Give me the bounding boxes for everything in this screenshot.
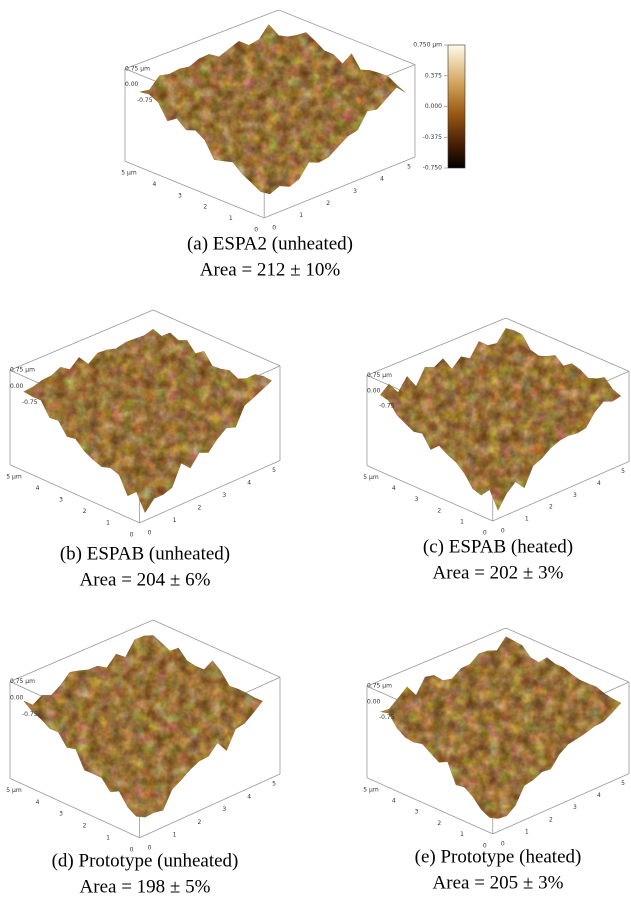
x-label: 1	[299, 212, 303, 219]
x-label: 2	[197, 819, 201, 826]
caption: (a) ESPA2 (unheated)	[187, 233, 353, 254]
surface	[24, 635, 272, 817]
x-label: 2	[326, 200, 330, 207]
x-label: 1	[525, 516, 529, 523]
y-label: 0	[130, 531, 134, 538]
x-label: 0	[148, 529, 152, 536]
y-label: 2	[203, 204, 207, 211]
x-label: 0	[272, 224, 276, 231]
x-label: 1	[173, 832, 177, 839]
z-label: 0.00	[367, 387, 381, 394]
z-label: 0.75 µm	[10, 367, 35, 374]
x-label: 3	[353, 188, 357, 195]
x-label: 5	[407, 164, 411, 171]
y-label: 1	[460, 518, 464, 525]
y-label: 5 µm	[6, 787, 22, 794]
y-label: 4	[392, 797, 396, 804]
y-label: 2	[83, 508, 87, 515]
surface	[140, 24, 407, 194]
x-label: 4	[380, 176, 384, 183]
x-label: 3	[573, 492, 577, 499]
z-label: 0.75 µm	[367, 372, 392, 379]
x-label: 1	[525, 828, 529, 835]
y-label: 2	[437, 507, 441, 514]
x-label: 2	[549, 504, 553, 511]
y-label: 4	[36, 485, 40, 492]
z-label: 0.75 µm	[125, 65, 150, 72]
surface	[380, 636, 621, 818]
y-label: 3	[59, 497, 63, 504]
y-label: 3	[415, 496, 419, 503]
x-label: 4	[597, 480, 601, 487]
y-label: 1	[460, 831, 464, 838]
z-label: -0.75	[379, 714, 395, 721]
z-label: -0.75	[22, 711, 38, 718]
y-label: 3	[415, 809, 419, 816]
x-label: 5	[621, 780, 625, 787]
surface	[380, 328, 621, 510]
z-label: 0.75 µm	[367, 683, 392, 690]
y-label: 2	[83, 823, 87, 830]
caption: (b) ESPAB (unheated)	[60, 543, 230, 564]
figure: 0.750 µm0.3750.000-0.375-0.7500.75 µm0.0…	[0, 0, 631, 903]
caption: (d) Prototype (unheated)	[52, 850, 239, 871]
y-label: 5 µm	[6, 473, 22, 480]
x-label: 5	[272, 467, 276, 474]
colorbar-label: 0.000	[425, 103, 442, 110]
x-label: 3	[573, 804, 577, 811]
x-label: 5	[272, 781, 276, 788]
x-label: 0	[501, 527, 505, 534]
x-label: 1	[173, 517, 177, 524]
y-label: 1	[106, 834, 110, 841]
z-label: -0.75	[22, 399, 38, 406]
z-label: 0.00	[10, 695, 24, 702]
z-label: 0.75 µm	[10, 678, 35, 685]
z-label: 0.00	[367, 698, 381, 705]
x-label: 3	[222, 492, 226, 499]
y-label: 1	[229, 215, 233, 222]
x-label: 3	[222, 806, 226, 813]
colorbar-label: 0.750 µm	[413, 42, 442, 49]
y-label: 1	[106, 520, 110, 527]
area: Area = 212 ± 10%	[200, 259, 341, 280]
area: Area = 198 ± 5%	[80, 876, 211, 897]
y-label: 4	[392, 485, 396, 492]
caption: (c) ESPAB (heated)	[423, 536, 573, 557]
x-label: 4	[597, 792, 601, 799]
y-label: 5 µm	[363, 474, 379, 481]
z-label: -0.75	[137, 97, 153, 104]
y-label: 4	[36, 799, 40, 806]
y-label: 3	[59, 811, 63, 818]
y-label: 2	[437, 820, 441, 827]
x-label: 2	[197, 504, 201, 511]
z-label: -0.75	[379, 403, 395, 410]
x-label: 2	[549, 816, 553, 823]
caption: (e) Prototype (heated)	[415, 846, 582, 867]
colorbar-label: -0.375	[423, 134, 443, 141]
area: Area = 204 ± 6%	[80, 569, 211, 590]
x-label: 4	[247, 479, 251, 486]
x-label: 4	[247, 793, 251, 800]
y-label: 5 µm	[363, 786, 379, 793]
area: Area = 202 ± 3%	[433, 562, 564, 583]
surface	[24, 329, 272, 513]
y-label: 5 µm	[121, 170, 137, 177]
area: Area = 205 ± 3%	[433, 872, 564, 893]
x-label: 5	[621, 468, 625, 475]
colorbar-label: -0.750	[423, 165, 443, 172]
z-label: 0.00	[10, 383, 24, 390]
colorbar-label: 0.375	[425, 72, 442, 79]
y-label: 4	[153, 181, 157, 188]
y-label: 3	[178, 192, 182, 199]
y-label: 0	[254, 226, 258, 233]
colorbar	[448, 45, 465, 168]
z-label: 0.00	[125, 81, 139, 88]
